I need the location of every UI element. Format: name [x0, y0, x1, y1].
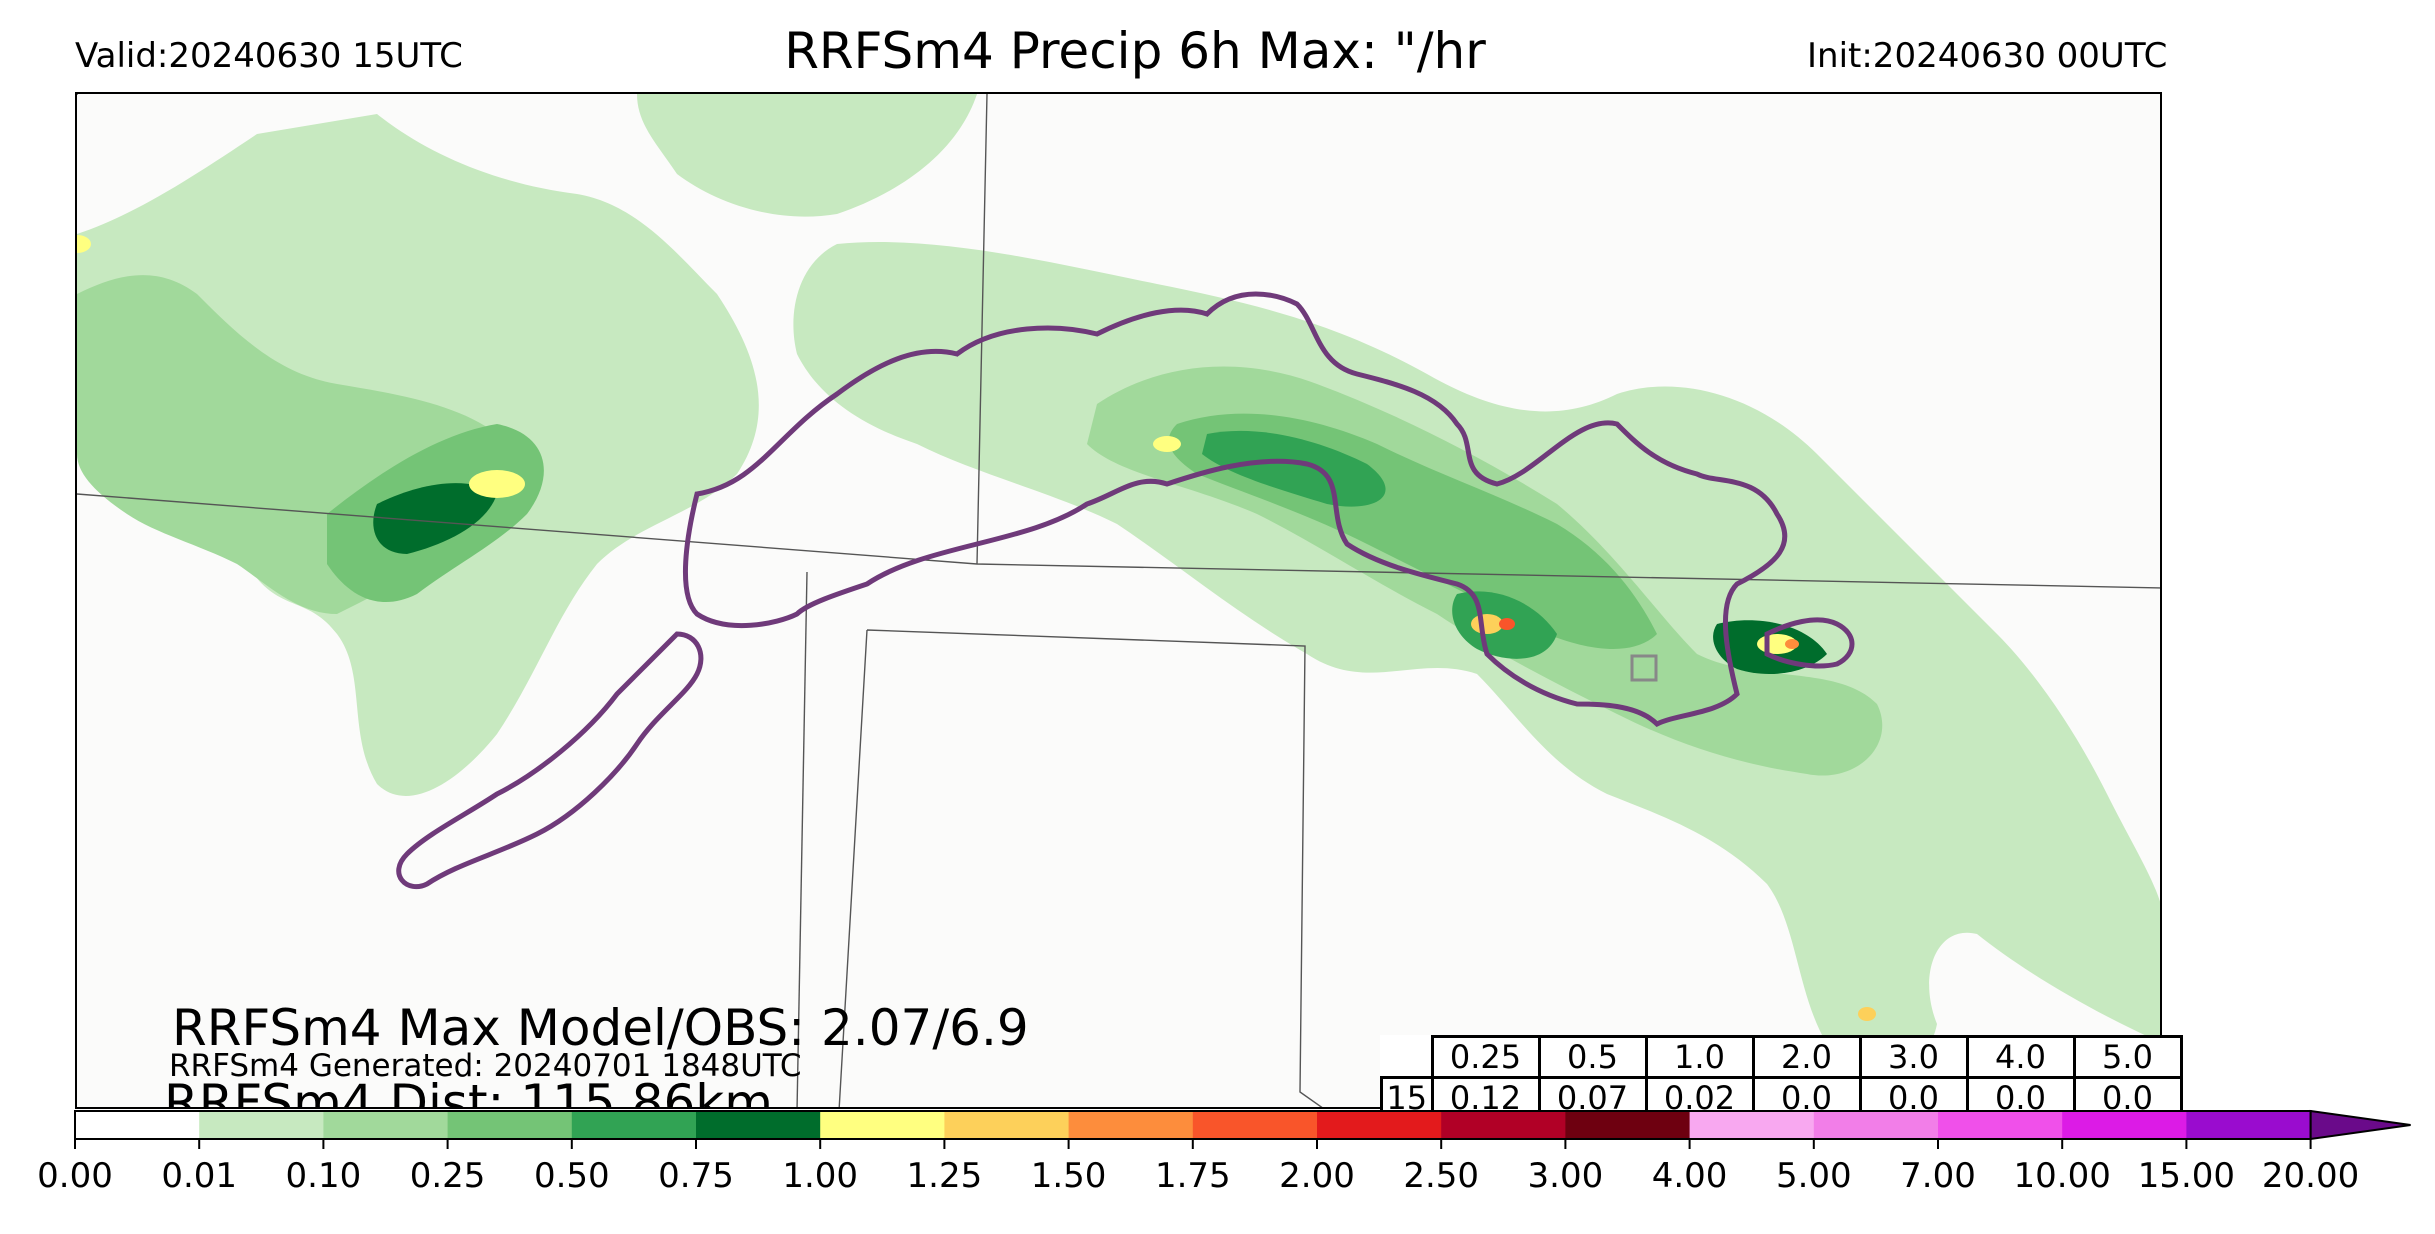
colorbar-swatch: [1068, 1111, 1194, 1139]
observed-contour: [396, 291, 1855, 890]
precip-area-central: [793, 242, 2160, 1069]
precip-band-darkest: [1202, 430, 1386, 507]
colorbar-tick-label: 2.00: [1279, 1156, 1355, 1196]
colorbar: 0.00 0.01 0.10 0.25 0.50 0.75 1.00 1.25 1.50 1.75…: [37, 1109, 2411, 1196]
state-boundaries: [77, 94, 2160, 1107]
observed-outline-main: [682, 291, 1788, 728]
precip-field: [77, 94, 2160, 1069]
threshold-cell: 5.0: [2072, 1035, 2183, 1079]
observation-marker: [1630, 654, 1658, 682]
colorbar-tick-label: 0.00: [37, 1156, 113, 1196]
colorbar-swatch: [1317, 1111, 1442, 1139]
threshold-cell: 0.25: [1430, 1035, 1541, 1079]
colorbar-swatch: [323, 1111, 449, 1139]
colorbar-swatch: [571, 1111, 697, 1139]
colorbar-tick-label: 7.00: [1900, 1156, 1976, 1196]
colorbar-swatch: [820, 1111, 945, 1139]
precip-area-north: [637, 94, 977, 217]
stats-corner: [1382, 1037, 1433, 1078]
state-line-box: [838, 629, 1323, 1107]
precip-core: [1471, 614, 1503, 634]
state-line-north: [77, 94, 988, 565]
colorbar-tick-label: 5.00: [1776, 1156, 1852, 1196]
max-model-obs-label: RRFSm4 Max Model/OBS: 2.07/6.9: [172, 999, 1029, 1057]
colorbar-ticks: 0.00 0.01 0.10 0.25 0.50 0.75 1.00 1.25 1.50 1.75…: [37, 1139, 2359, 1196]
precip-band-darkest3: [373, 483, 497, 554]
threshold-cell: 2.0: [1751, 1035, 1862, 1079]
colorbar-tick-label: 0.25: [410, 1156, 486, 1196]
precip-core: [469, 470, 525, 498]
colorbar-tick-label: 2.50: [1403, 1156, 1479, 1196]
precip-core: [1858, 1007, 1876, 1021]
colorbar-tick-label: 15.00: [2138, 1156, 2235, 1196]
colorbar-swatch: [1192, 1111, 1318, 1139]
colorbar-tick-label: 3.00: [1528, 1156, 1604, 1196]
colorbar-swatch: [1565, 1111, 1691, 1139]
colorbar-swatch: [199, 1111, 324, 1139]
colorbar-swatch: [2062, 1111, 2187, 1139]
colorbar-swatch: [696, 1111, 821, 1139]
precip-core: [1785, 639, 1799, 649]
map-panel: RRFSm4 Max Model/OBS: 2.07/6.9 RRFSm4 Ge…: [75, 92, 2162, 1109]
colorbar-swatch: [1813, 1111, 1939, 1139]
state-line-west: [796, 571, 808, 1107]
observed-outline-east: [1764, 617, 1855, 669]
threshold-cell: 4.0: [1965, 1035, 2076, 1079]
page-title: RRFSm4 Precip 6h Max: "/hr: [784, 22, 1486, 80]
colorbar-swatch: [1689, 1111, 1815, 1139]
colorbar-extend-arrow: [2309, 1109, 2411, 1141]
colorbar-boxes: [74, 1109, 2411, 1141]
colorbar-tick-label: 10.00: [2014, 1156, 2111, 1196]
distance-label: RRFSm4 Dist: 115.86km: [164, 1074, 773, 1109]
colorbar-tick-label: 20.00: [2262, 1156, 2359, 1196]
colorbar-swatch: [447, 1111, 573, 1139]
colorbar-tick-label: 1.25: [907, 1156, 983, 1196]
stats-threshold-row: 0.25 0.5 1.0 2.0 3.0 4.0 5.0: [1382, 1035, 2183, 1079]
colorbar-tick-label: 1.00: [782, 1156, 858, 1196]
colorbar-tick-label: 0.01: [161, 1156, 237, 1196]
colorbar-tick-label: 0.10: [286, 1156, 362, 1196]
colorbar-swatch: [944, 1111, 1070, 1139]
precip-core: [77, 235, 91, 253]
precip-map: [77, 94, 2160, 1107]
threshold-cell: 0.5: [1537, 1035, 1648, 1079]
valid-time-label: Valid:20240630 15UTC: [75, 36, 463, 76]
colorbar-swatch: [2186, 1111, 2312, 1139]
precip-core: [1153, 436, 1181, 452]
precip-core: [1499, 618, 1515, 630]
threshold-cell: 1.0: [1644, 1035, 1755, 1079]
colorbar-swatch: [1441, 1111, 1566, 1139]
colorbar-swatch: [1938, 1111, 2063, 1139]
colorbar-tick-label: 1.50: [1031, 1156, 1107, 1196]
threshold-cell: 3.0: [1858, 1035, 1969, 1079]
init-time-label: Init:20240630 00UTC: [1807, 36, 2168, 76]
colorbar-tick-label: 0.50: [534, 1156, 610, 1196]
generated-label: RRFSm4 Generated: 20240701 1848UTC: [169, 1048, 802, 1084]
colorbar-tick-label: 4.00: [1652, 1156, 1728, 1196]
colorbar-tick-label: 1.75: [1155, 1156, 1231, 1196]
observed-outline-sw: [396, 631, 704, 890]
colorbar-tick-label: 0.75: [658, 1156, 734, 1196]
colorbar-swatch: [75, 1111, 200, 1139]
